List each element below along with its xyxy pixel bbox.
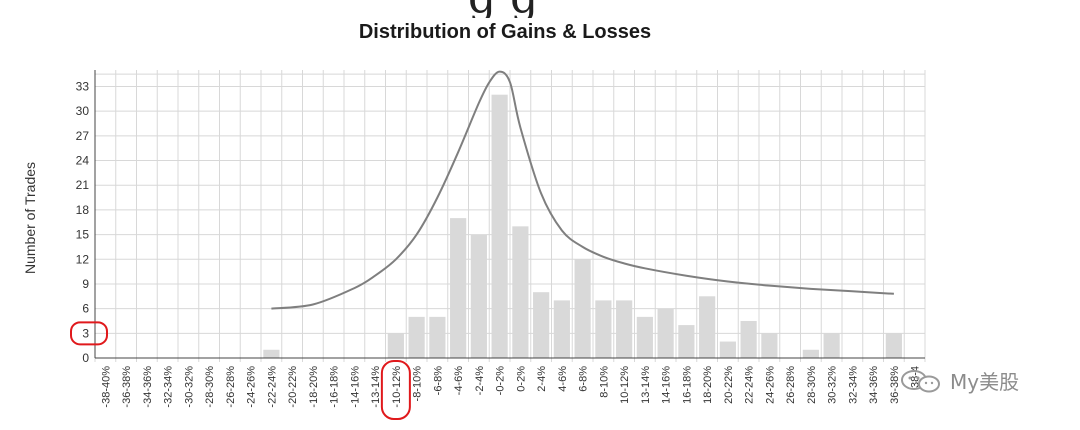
x-tick-label: -0-2% bbox=[495, 366, 507, 396]
bar bbox=[823, 333, 840, 358]
bar bbox=[719, 341, 736, 358]
x-tick-label: -8-10% bbox=[412, 366, 424, 402]
bar bbox=[387, 333, 404, 358]
x-tick-label: 34-36% bbox=[868, 366, 880, 404]
bar bbox=[263, 349, 280, 358]
x-tick-label: -26-28% bbox=[225, 366, 237, 408]
y-tick-label: 9 bbox=[82, 277, 89, 291]
bar bbox=[491, 94, 508, 358]
x-tick-label: -32-34% bbox=[163, 366, 175, 408]
bar bbox=[595, 300, 612, 358]
highlight-x-label-10-12 bbox=[380, 360, 411, 420]
x-tick-label: 20-22% bbox=[723, 366, 735, 404]
x-tick-label: 10-12% bbox=[619, 366, 631, 404]
x-tick-label: -6-8% bbox=[432, 366, 444, 396]
bar bbox=[678, 325, 695, 358]
cropped-header-fragment: g g bbox=[468, 0, 538, 18]
distribution-curve-layer bbox=[271, 70, 894, 310]
bar bbox=[761, 333, 778, 358]
x-tick-label: -38-40% bbox=[100, 366, 112, 408]
x-tick-label: -30-32% bbox=[183, 366, 195, 408]
x-tick-label: 30-32% bbox=[827, 366, 839, 404]
x-tick-label: 28-30% bbox=[806, 366, 818, 404]
bar bbox=[533, 292, 550, 358]
y-tick-label: 24 bbox=[76, 154, 90, 168]
x-tick-label: 24-26% bbox=[764, 366, 776, 404]
cropped-header-text: g g bbox=[0, 0, 1080, 18]
bar bbox=[429, 316, 446, 358]
watermark: My美股 bbox=[898, 366, 1019, 395]
y-tick-label: 3 bbox=[82, 326, 89, 340]
chart-grid bbox=[94, 70, 926, 362]
bar bbox=[470, 234, 487, 358]
x-tick-label: 4-6% bbox=[557, 366, 569, 392]
x-tick-label: -18-20% bbox=[308, 366, 320, 408]
y-tick-label: 27 bbox=[76, 129, 90, 143]
y-tick-labels: 0 3 6 9 12 15 18 21 24 27 30 33 bbox=[76, 79, 90, 365]
chart-title: Distribution of Gains & Losses bbox=[358, 21, 652, 43]
bar bbox=[740, 320, 757, 358]
x-tick-label: 18-20% bbox=[702, 366, 714, 404]
x-tick-label: 16-18% bbox=[681, 366, 693, 404]
x-tick-label: -34-36% bbox=[142, 366, 154, 408]
wechat-icon bbox=[901, 369, 940, 392]
x-tick-label: -4-6% bbox=[453, 366, 465, 396]
x-tick-label: 36-38% bbox=[889, 366, 901, 404]
bar bbox=[616, 300, 633, 358]
x-tick-label: -22-24% bbox=[266, 366, 278, 408]
x-tick-label: 0-2% bbox=[515, 366, 527, 392]
x-tick-label: -36-38% bbox=[121, 366, 133, 408]
bar bbox=[657, 308, 674, 358]
x-tick-label: 22-24% bbox=[744, 366, 756, 404]
y-tick-label: 18 bbox=[76, 203, 90, 217]
bar bbox=[408, 316, 425, 358]
x-tick-label: 8-10% bbox=[598, 366, 610, 398]
y-tick-label: 30 bbox=[76, 104, 90, 118]
y-tick-label: 12 bbox=[76, 252, 90, 266]
bar bbox=[636, 316, 653, 358]
highlight-y-tick-3 bbox=[70, 321, 108, 346]
bar bbox=[885, 333, 902, 358]
x-tick-label: 2-4% bbox=[536, 366, 548, 392]
watermark-text: My美股 bbox=[950, 370, 1020, 394]
y-tick-label: 15 bbox=[76, 228, 90, 242]
x-tick-label: -24-26% bbox=[246, 366, 258, 408]
x-tick-label: 14-16% bbox=[661, 366, 673, 404]
bar bbox=[512, 226, 529, 358]
x-tick-label: 26-28% bbox=[785, 366, 797, 404]
bar bbox=[699, 296, 716, 358]
x-tick-label: 13-14% bbox=[640, 366, 652, 404]
chart-bars bbox=[263, 94, 902, 358]
bar bbox=[553, 300, 570, 358]
x-tick-label: 32-34% bbox=[847, 366, 859, 404]
distribution-curve bbox=[271, 70, 894, 310]
highlight-annotations bbox=[70, 321, 411, 420]
x-tick-labels: -38-40% -36-38% -34-36% -32-34% -30-32% -28-3… bbox=[100, 366, 921, 408]
chart-axes bbox=[94, 70, 925, 359]
x-tick-label: -13-14% bbox=[370, 366, 382, 408]
x-tick-label: -14-16% bbox=[349, 366, 361, 408]
y-tick-label: 0 bbox=[82, 351, 89, 365]
y-tick-label: 33 bbox=[76, 79, 90, 93]
x-tick-label: -16-18% bbox=[329, 366, 341, 408]
bar bbox=[802, 349, 819, 358]
x-tick-label: -20-22% bbox=[287, 366, 299, 408]
y-tick-label: 21 bbox=[76, 178, 90, 192]
x-tick-label: -10-12% bbox=[391, 366, 403, 408]
x-tick-label: -2-4% bbox=[474, 366, 486, 396]
bar bbox=[574, 259, 591, 358]
x-tick-label: 6-8% bbox=[578, 366, 590, 392]
x-tick-label: -28-30% bbox=[204, 366, 216, 408]
y-tick-label: 6 bbox=[82, 302, 89, 316]
bar bbox=[450, 218, 467, 358]
